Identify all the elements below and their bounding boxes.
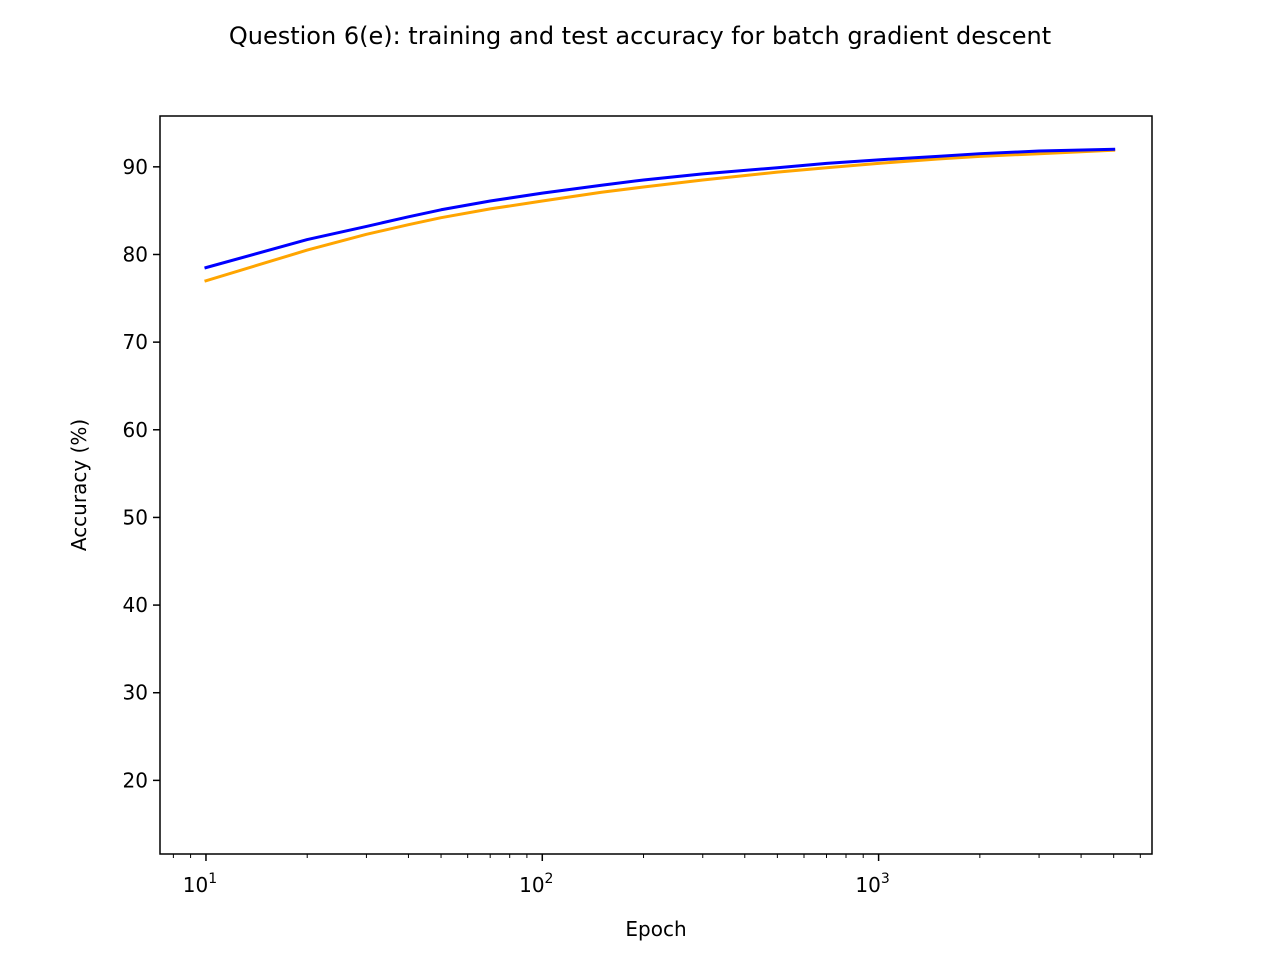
chart-title: Question 6(e): training and test accurac…	[229, 22, 1051, 50]
y-tick-label: 90	[123, 155, 148, 179]
y-axis-label: Accuracy (%)	[67, 419, 91, 551]
y-tick-label: 30	[123, 681, 148, 705]
plot-area	[159, 115, 1153, 855]
series-line-1	[204, 148, 1116, 283]
series-layer	[204, 147, 1116, 283]
y-tick-label: 40	[123, 593, 148, 617]
y-tick-label: 70	[123, 330, 148, 354]
plot-frame	[159, 115, 1153, 855]
y-tick-label: 50	[123, 505, 148, 529]
y-axis: 20 30 40 50 60 70 80 90	[123, 155, 160, 792]
series-line-2	[204, 147, 1116, 270]
y-tick-label: 20	[123, 768, 148, 792]
y-tick-label: 80	[123, 242, 148, 266]
x-axis-label: Epoch	[625, 917, 686, 941]
x-tick-label: 103	[855, 871, 889, 897]
x-tick-label: 101	[183, 871, 217, 897]
x-tick-label: 102	[519, 871, 553, 897]
x-axis: 101 102 103	[172, 854, 1141, 897]
y-tick-label: 60	[123, 418, 148, 442]
